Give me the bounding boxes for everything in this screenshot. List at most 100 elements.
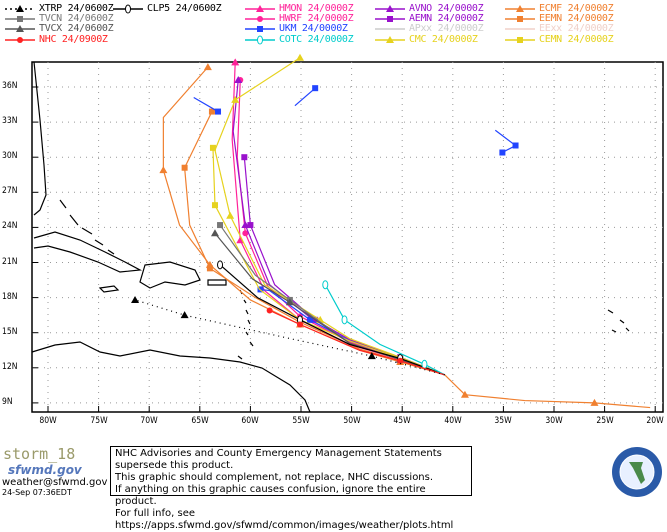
lon-label: 30W bbox=[545, 416, 563, 426]
track-line bbox=[214, 232, 445, 376]
legend-swatch bbox=[5, 4, 35, 12]
track-point-triangle-icon bbox=[234, 75, 243, 83]
legend-label: CMC 24/0000Z bbox=[409, 34, 478, 45]
track-tvcn bbox=[217, 222, 445, 376]
track-line bbox=[219, 264, 445, 376]
legend-label: TVCX 24/0600Z bbox=[39, 23, 114, 34]
track-point-triangle-icon bbox=[590, 398, 599, 406]
contact-email: weather@sfwmd.gov bbox=[2, 477, 108, 488]
legend-item: COTC 24/0000Z bbox=[244, 34, 354, 45]
legend-swatch bbox=[5, 15, 35, 22]
track-xtrp bbox=[131, 295, 445, 376]
storm-id: storm_18 bbox=[3, 445, 76, 463]
track-point-square-icon bbox=[241, 154, 248, 161]
legend-marker-triangle-icon bbox=[16, 4, 24, 12]
legend-item: AEMN 24/0000Z bbox=[374, 13, 484, 24]
hispaniola bbox=[139, 261, 201, 289]
notice-line: NHC Advisories and County Emergency Mana… bbox=[115, 448, 442, 471]
track-point-triangle-icon bbox=[236, 236, 245, 244]
legend-label: AEMN 24/0000Z bbox=[409, 13, 484, 24]
legend-swatch bbox=[375, 27, 405, 30]
lat-label: 21N bbox=[2, 256, 18, 267]
legend-marker-square-icon bbox=[387, 15, 393, 22]
notice-line: For full info, see https://apps.sfwmd.go… bbox=[115, 508, 454, 531]
legend-swatch bbox=[375, 4, 405, 12]
legend-marker-square-icon bbox=[517, 15, 523, 22]
lat-label: 9N bbox=[2, 396, 13, 407]
legend-marker-triangle-icon bbox=[16, 24, 24, 32]
legend-label: COTC 24/0000Z bbox=[279, 34, 354, 45]
track-ukm bbox=[494, 129, 519, 156]
legend-label: ECMF 24/0000Z bbox=[539, 3, 614, 14]
track-line bbox=[324, 284, 445, 376]
track-point-square-icon bbox=[208, 108, 215, 115]
track-point-square-icon bbox=[312, 85, 319, 92]
lat-label: 27N bbox=[2, 186, 18, 197]
legend-marker-triangle-icon bbox=[256, 4, 264, 12]
track-point-triangle-icon bbox=[460, 390, 469, 398]
legend-item: AVNO 24/0000Z bbox=[374, 3, 484, 14]
lat-label: 15N bbox=[2, 326, 18, 337]
legend-item: XTRP 24/0600Z bbox=[4, 3, 114, 14]
track-point-square-icon bbox=[181, 164, 188, 171]
lon-label: 60W bbox=[241, 416, 260, 426]
legend-item: UKM 24/0000Z bbox=[244, 23, 348, 34]
track-line bbox=[294, 87, 316, 107]
lon-label: 35W bbox=[494, 416, 513, 426]
grid bbox=[32, 62, 663, 412]
track-point-triangle-icon bbox=[203, 63, 212, 71]
lat-label: 30N bbox=[2, 151, 18, 162]
legend-swatch bbox=[505, 36, 535, 43]
legend-item: ECMF 24/0000Z bbox=[504, 3, 614, 14]
track-point-square-icon bbox=[499, 149, 506, 156]
legend-item: NHC 24/0900Z bbox=[4, 34, 108, 45]
track-avno bbox=[232, 75, 445, 376]
notice-line: This graphic should complement, not repl… bbox=[115, 472, 434, 483]
legend-item: CMC 24/0000Z bbox=[374, 34, 478, 45]
legend-item: CEMN 24/0000Z bbox=[504, 34, 614, 45]
legend-label: XTRP 24/0600Z bbox=[39, 3, 114, 14]
track-point-triangle-icon bbox=[285, 298, 294, 306]
track-hmon bbox=[231, 58, 445, 376]
lon-label: 25W bbox=[595, 416, 614, 426]
lon-label: 40W bbox=[444, 416, 462, 426]
track-line bbox=[269, 309, 445, 376]
track-line bbox=[214, 57, 445, 376]
legend-marker-square-icon bbox=[257, 25, 263, 32]
legend-swatch bbox=[375, 15, 405, 22]
track-point-square-icon bbox=[512, 142, 519, 149]
sfwmd-seal-logo bbox=[612, 447, 662, 497]
cape-verde bbox=[607, 309, 630, 333]
florida-coast bbox=[33, 61, 47, 216]
legend-label: CEMN 24/0000Z bbox=[539, 34, 614, 45]
lon-label: 20W bbox=[646, 416, 664, 426]
legend-marker-circle-icon bbox=[17, 36, 23, 43]
legend-item: CLP5 24/0600Z bbox=[112, 3, 222, 14]
track-point-square-icon bbox=[247, 222, 254, 229]
cuba bbox=[33, 231, 143, 273]
track-point-triangle-icon bbox=[231, 95, 240, 103]
track-point-theta-icon bbox=[217, 260, 224, 270]
lat-label: 18N bbox=[2, 291, 18, 302]
coastlines bbox=[31, 61, 630, 413]
track-line bbox=[236, 79, 445, 376]
track-point-theta-icon bbox=[341, 315, 348, 325]
track-ukm bbox=[294, 85, 319, 107]
track-point-circle-icon bbox=[242, 230, 249, 237]
track-point-square-icon bbox=[217, 222, 224, 229]
track-point-square-icon bbox=[209, 144, 216, 151]
legend-swatch bbox=[245, 4, 275, 12]
legend-label: EExx 24/0000Z bbox=[539, 23, 614, 34]
legend-swatch bbox=[245, 15, 275, 22]
track-line bbox=[494, 129, 517, 154]
lon-label: 80W bbox=[39, 416, 57, 426]
track-point-triangle-icon bbox=[210, 229, 219, 237]
lon-label: 70W bbox=[140, 416, 158, 426]
legend-marker-theta-icon bbox=[257, 35, 263, 44]
track-point-circle-icon bbox=[296, 321, 303, 328]
track-line bbox=[134, 299, 445, 376]
track-point-triangle-icon bbox=[131, 295, 140, 303]
lon-label: 50W bbox=[342, 416, 361, 426]
legend-item: EExx 24/0000Z bbox=[504, 23, 614, 34]
track-ukm bbox=[193, 97, 222, 115]
